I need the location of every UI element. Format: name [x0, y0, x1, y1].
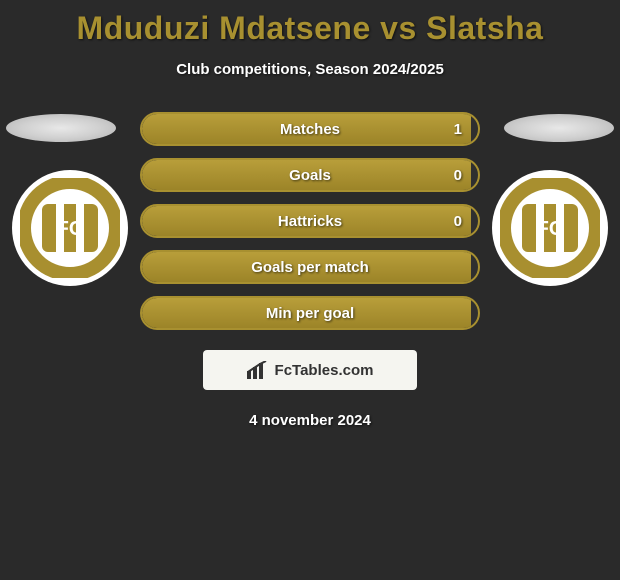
comparison-panel: FC FC Matches 1 Goals 0 Hattricks 0: [0, 112, 620, 332]
stat-row-min-per-goal: Min per goal: [140, 296, 480, 330]
brand-box: FcTables.com: [203, 350, 417, 390]
stat-value: 0: [454, 160, 462, 190]
stat-bars: Matches 1 Goals 0 Hattricks 0 Goals per …: [140, 112, 480, 342]
player-shadow-left: [6, 114, 116, 142]
player-shadow-right: [504, 114, 614, 142]
stat-value: 1: [454, 114, 462, 144]
club-badge-left: FC: [12, 170, 128, 286]
stat-label: Matches: [142, 114, 478, 144]
stat-row-goals: Goals 0: [140, 158, 480, 192]
stat-value: 0: [454, 206, 462, 236]
stat-label: Hattricks: [142, 206, 478, 236]
svg-text:FC: FC: [537, 218, 564, 240]
stat-label: Goals per match: [142, 252, 478, 282]
bar-chart-icon: [247, 361, 269, 379]
stat-label: Min per goal: [142, 298, 478, 328]
stat-row-hattricks: Hattricks 0: [140, 204, 480, 238]
club-crest-icon: FC: [500, 178, 600, 278]
stat-row-goals-per-match: Goals per match: [140, 250, 480, 284]
date-text: 4 november 2024: [0, 412, 620, 429]
brand-text: FcTables.com: [275, 362, 374, 379]
page-subtitle: Club competitions, Season 2024/2025: [0, 61, 620, 78]
stat-row-matches: Matches 1: [140, 112, 480, 146]
club-badge-right: FC: [492, 170, 608, 286]
club-crest-icon: FC: [20, 178, 120, 278]
stat-label: Goals: [142, 160, 478, 190]
page-title: Mduduzi Mdatsene vs Slatsha: [0, 0, 620, 47]
svg-text:FC: FC: [57, 218, 84, 240]
